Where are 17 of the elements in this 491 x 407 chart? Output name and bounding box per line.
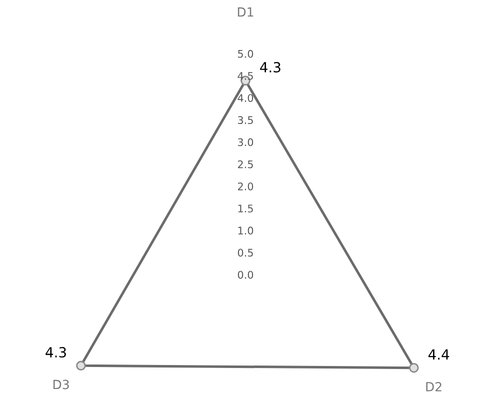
y-tick-label: 2.0	[238, 182, 254, 190]
y-tick-label: 2.5	[238, 160, 253, 168]
spoke-label: D2	[426, 382, 442, 392]
data-label: 4.4	[428, 349, 450, 360]
y-tick-label: 3.0	[238, 138, 254, 146]
y-tick-label: 1.0	[238, 226, 254, 235]
data-label: 4.3	[46, 347, 66, 358]
y-tick-label: 5.0	[238, 50, 254, 58]
y-tick-label: 0.0	[238, 270, 254, 279]
spoke-label: D3	[53, 380, 69, 390]
y-tick-label: 3.5	[238, 116, 253, 124]
data-label: 4.3	[260, 62, 280, 72]
y-tick-label: 1.5	[238, 204, 253, 212]
spoke-label: D1	[238, 7, 254, 17]
y-tick-label: 4.0	[238, 94, 254, 102]
y-tick-label: 4.5	[238, 72, 253, 80]
y-tick-label: 0.5	[238, 248, 253, 257]
